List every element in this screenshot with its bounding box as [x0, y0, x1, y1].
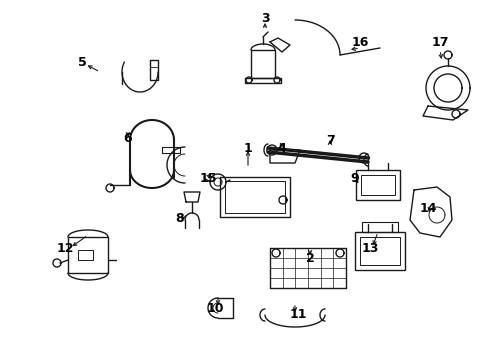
Text: 1: 1 [244, 141, 252, 154]
Bar [68, 237, 108, 273]
Text: 3: 3 [261, 12, 270, 24]
Text: 5: 5 [77, 55, 86, 68]
Bar [355, 232, 405, 270]
Text: 2: 2 [306, 252, 315, 265]
Text: 8: 8 [176, 211, 184, 225]
Text: 4: 4 [278, 141, 286, 154]
Text: 15: 15 [199, 171, 217, 184]
Bar [362, 222, 398, 232]
Text: 9: 9 [351, 171, 359, 184]
Text: 13: 13 [361, 242, 379, 255]
Text: 7: 7 [326, 134, 334, 147]
Text: 12: 12 [56, 242, 74, 255]
Bar [360, 237, 400, 265]
Bar [251, 50, 275, 78]
Text: 16: 16 [351, 36, 368, 49]
Bar [356, 170, 400, 200]
Text: 10: 10 [206, 302, 224, 315]
Text: 14: 14 [419, 202, 437, 215]
Bar [361, 175, 395, 195]
Text: 6: 6 [123, 131, 132, 144]
Text: 17: 17 [431, 36, 449, 49]
Text: 11: 11 [289, 309, 307, 321]
